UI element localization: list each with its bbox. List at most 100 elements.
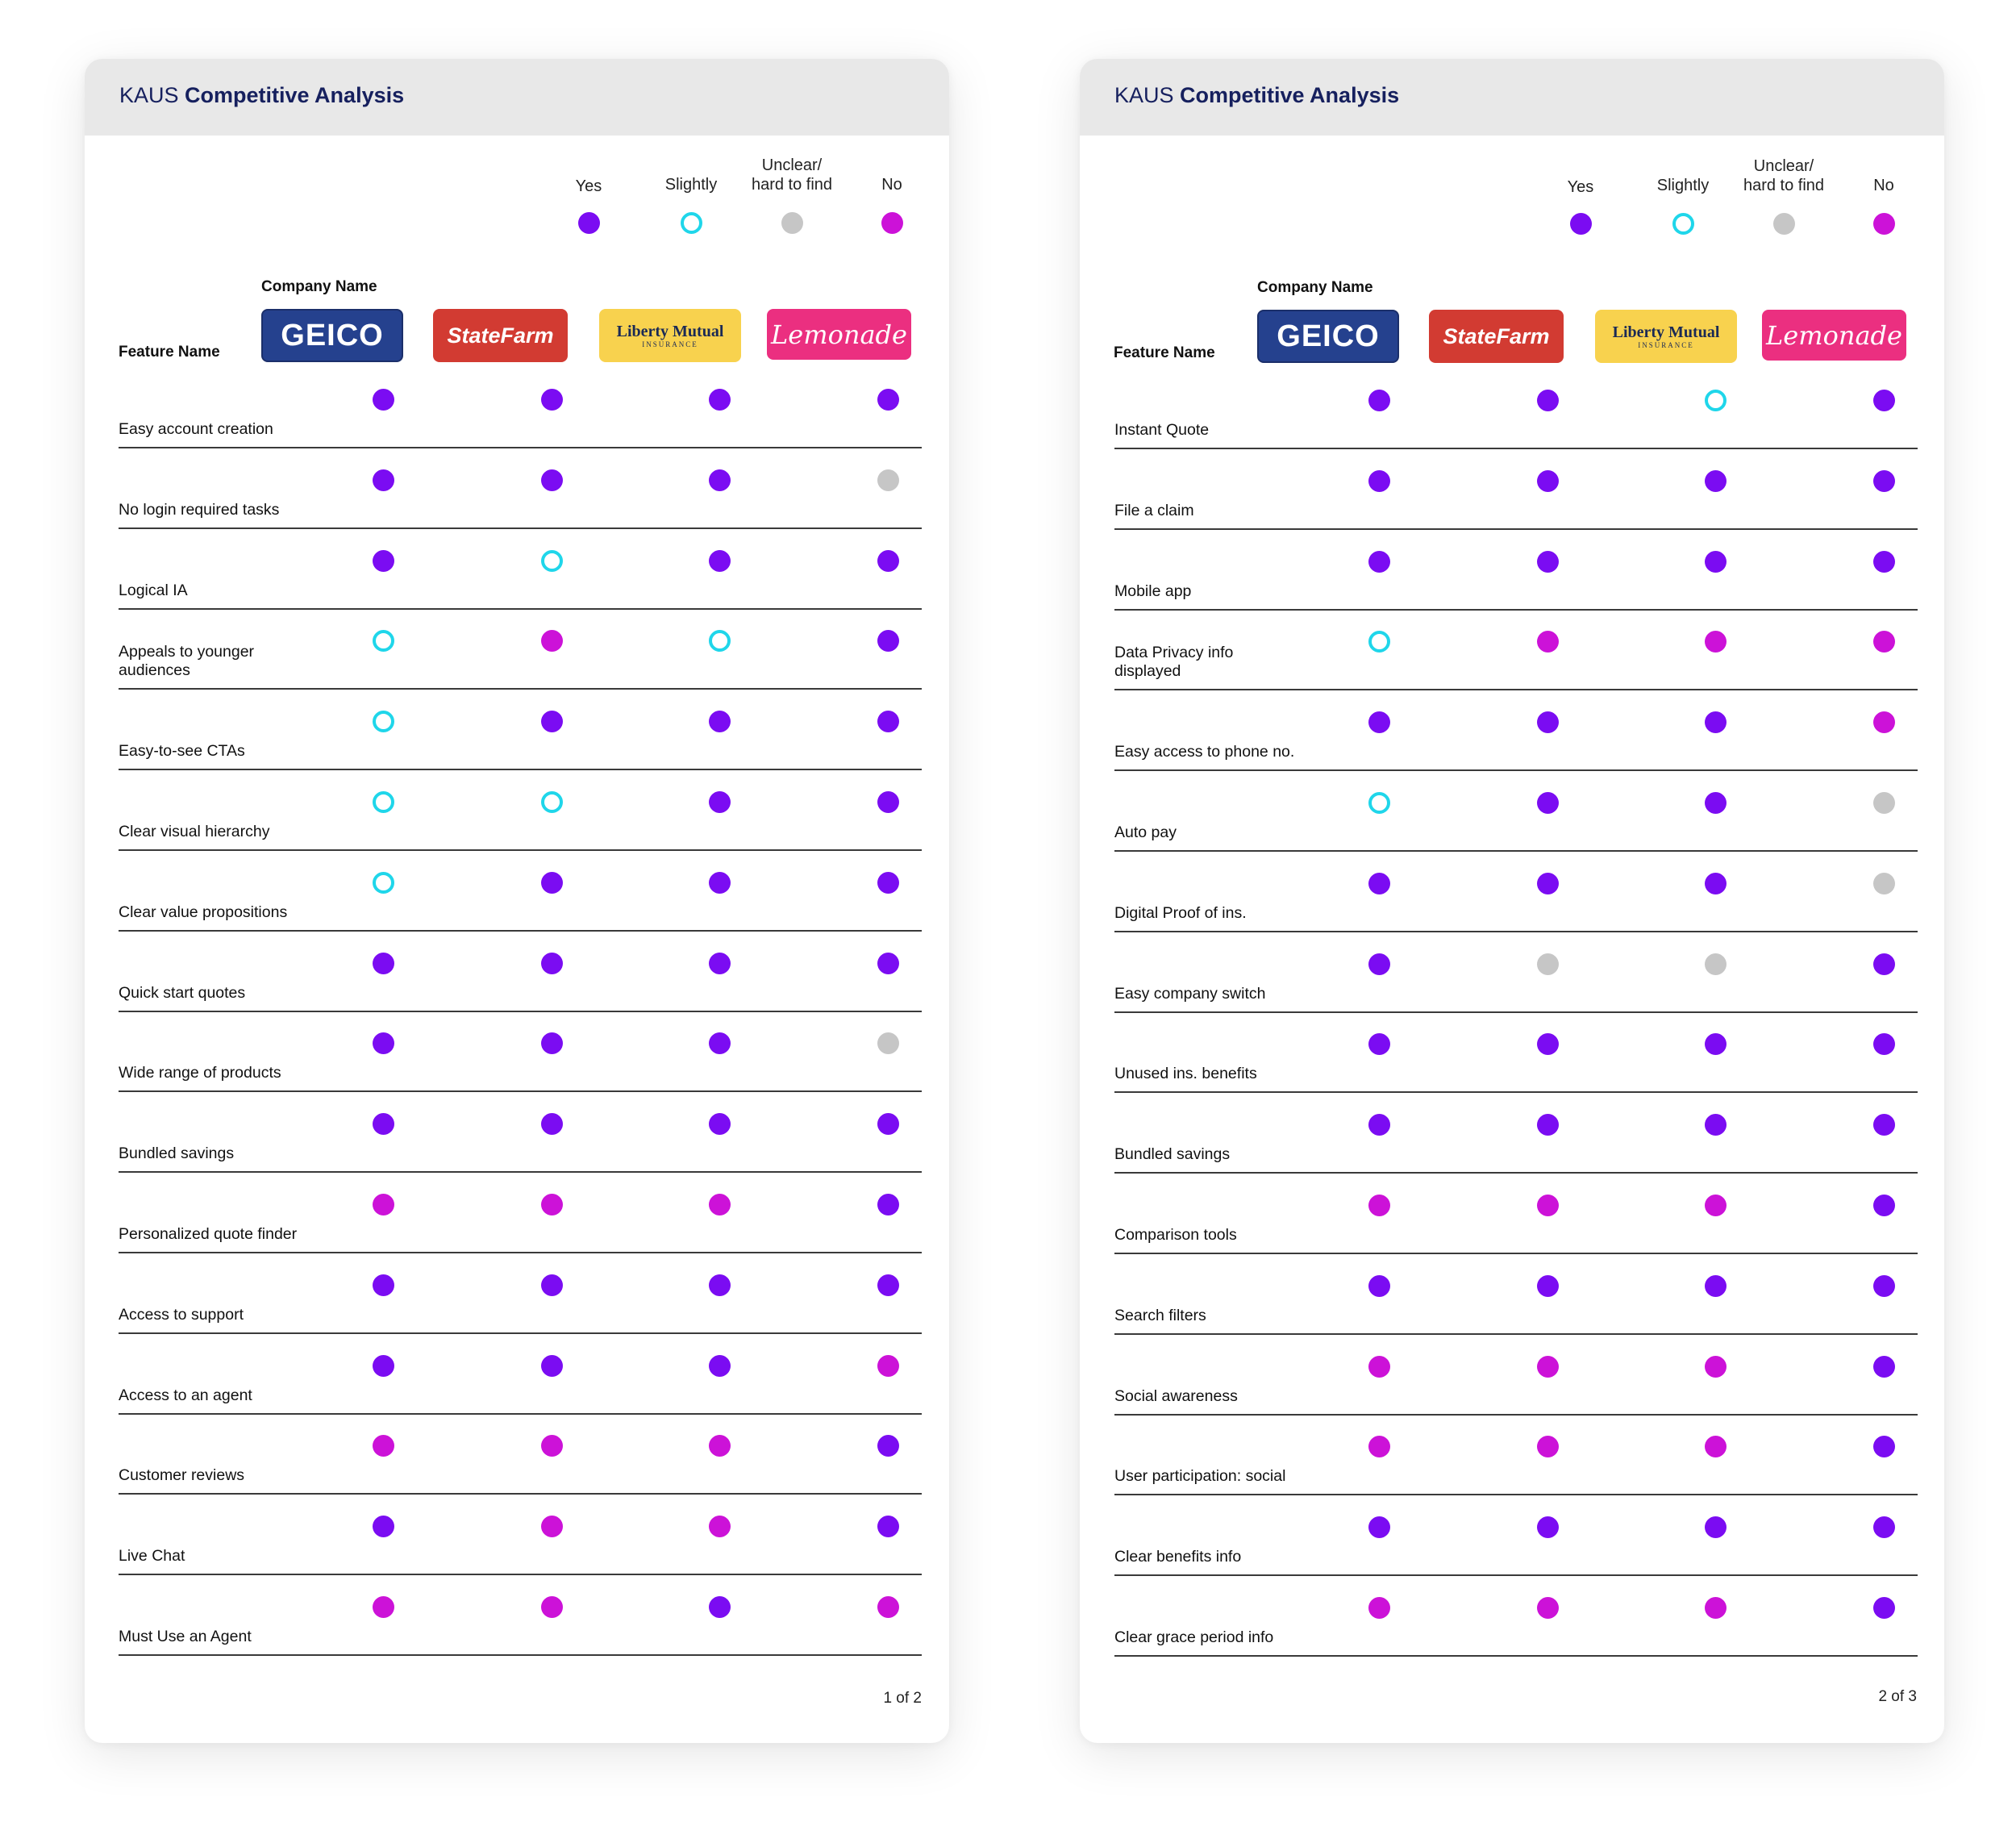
rating-dot-liberty-yes bbox=[708, 469, 731, 491]
rating-dot-statefarm-yes bbox=[1536, 1114, 1559, 1136]
rating-dot-liberty-yes bbox=[708, 1596, 731, 1618]
rating-dot-geico-no bbox=[372, 1435, 394, 1457]
company-name-header: Company Name bbox=[261, 278, 377, 295]
row-divider bbox=[119, 1332, 922, 1334]
rating-dot-statefarm-yes bbox=[1536, 1516, 1559, 1539]
table-row: Access to an agent bbox=[119, 1334, 922, 1415]
table-row: Customer reviews bbox=[119, 1414, 922, 1495]
feature-label: Easy-to-see CTAs bbox=[119, 742, 245, 761]
liberty-mutual-logo: Liberty Mutual INSURANCE bbox=[1595, 310, 1737, 363]
row-divider bbox=[119, 607, 922, 610]
table-row: Bundled savings bbox=[119, 1092, 922, 1174]
feature-label: Clear value propositions bbox=[119, 903, 288, 921]
rating-dot-lemonade-yes bbox=[877, 549, 899, 572]
rating-dot-liberty-no bbox=[1704, 1597, 1727, 1619]
rating-dot-geico-yes bbox=[1368, 1033, 1390, 1056]
rating-dot-geico-yes bbox=[372, 1274, 394, 1296]
rating-dot-geico-yes bbox=[372, 549, 394, 572]
table-row: Easy-to-see CTAs bbox=[119, 690, 922, 771]
feature-label: Clear visual hierarchy bbox=[119, 823, 270, 840]
row-divider bbox=[1114, 1655, 1918, 1657]
row-divider bbox=[119, 1171, 922, 1174]
rating-dot-lemonade-no bbox=[1872, 631, 1895, 653]
legend-unclear-label: Unclear/hard to find bbox=[751, 156, 833, 194]
rating-dot-statefarm-yes bbox=[540, 952, 563, 974]
feature-label: Personalized quote finder bbox=[119, 1225, 298, 1243]
rating-dot-geico-yes bbox=[1368, 953, 1390, 975]
feature-label: User participation: social bbox=[1114, 1467, 1286, 1486]
rating-dot-lemonade-yes bbox=[877, 1194, 899, 1215]
feature-label: Auto pay bbox=[1114, 824, 1177, 841]
rating-dot-statefarm-yes bbox=[540, 1113, 563, 1136]
rating-dot-liberty-no bbox=[1704, 631, 1727, 653]
table-row: Logical IA bbox=[119, 529, 922, 610]
feature-label: Wide range of products bbox=[119, 1064, 281, 1082]
row-divider bbox=[119, 1010, 922, 1012]
row-divider bbox=[1114, 1253, 1918, 1254]
rating-dot-lemonade-no bbox=[877, 1354, 899, 1377]
feature-label: Easy company switch bbox=[1114, 984, 1266, 1003]
rating-dot-statefarm-yes bbox=[540, 711, 563, 733]
row-divider bbox=[119, 1574, 922, 1576]
feature-label: Social awareness bbox=[1114, 1386, 1238, 1405]
row-divider bbox=[119, 929, 922, 932]
geico-logo: GEICO bbox=[261, 309, 403, 362]
title-prefix: KAUS bbox=[1114, 83, 1181, 107]
feature-label: Bundled savings bbox=[1114, 1145, 1231, 1164]
lemonade-logo: Lemonade bbox=[767, 309, 911, 360]
rating-dot-liberty-yes bbox=[1704, 550, 1727, 573]
rating-dot-lemonade-yes bbox=[1872, 1195, 1895, 1216]
feature-name-header: Feature Name bbox=[1114, 344, 1215, 361]
table-row: Must Use an Agent bbox=[119, 1575, 922, 1656]
rating-dot-liberty-yes bbox=[708, 1032, 731, 1055]
row-divider bbox=[1114, 1413, 1918, 1416]
rating-dot-statefarm-yes bbox=[1536, 1033, 1559, 1056]
legend-no-dot bbox=[1872, 213, 1895, 235]
legend-unclear-label: Unclear/hard to find bbox=[1743, 157, 1825, 194]
legend-slightly-dot bbox=[1672, 213, 1694, 235]
rating-dot-geico-yes bbox=[372, 469, 394, 491]
rating-dot-liberty-yes bbox=[708, 1354, 731, 1377]
rating-dot-geico-no bbox=[1368, 1355, 1390, 1378]
rating-dot-liberty-yes bbox=[708, 711, 731, 733]
row-divider bbox=[1114, 930, 1918, 932]
rating-dot-geico-yes bbox=[372, 389, 394, 411]
table-row: Access to support bbox=[119, 1253, 922, 1334]
rating-dot-liberty-yes bbox=[1704, 469, 1727, 492]
row-divider bbox=[1114, 769, 1918, 772]
rating-dot-geico-yes bbox=[372, 1113, 394, 1136]
rating-dot-lemonade-yes bbox=[1872, 469, 1895, 492]
row-divider bbox=[1114, 1172, 1918, 1174]
rating-dot-geico-yes bbox=[372, 1354, 394, 1377]
table-row: Easy company switch bbox=[1114, 932, 1918, 1013]
rating-dot-geico-no bbox=[1368, 1436, 1390, 1458]
rating-dot-lemonade-yes bbox=[877, 1113, 899, 1136]
rating-dot-statefarm-yes bbox=[540, 1274, 563, 1296]
rating-dot-geico-no bbox=[372, 1596, 394, 1618]
card-header: KAUS Competitive Analysis bbox=[85, 59, 949, 136]
rating-dot-geico-yes bbox=[1368, 1274, 1390, 1297]
rating-dot-liberty-yes bbox=[1704, 872, 1727, 894]
feature-label: Easy access to phone no. bbox=[1114, 743, 1295, 761]
rating-dot-lemonade-unclear bbox=[877, 1032, 899, 1055]
rating-dot-lemonade-yes bbox=[877, 871, 899, 894]
legend-no-label: No bbox=[881, 176, 902, 194]
rating-dot-lemonade-yes bbox=[1872, 1436, 1895, 1458]
rating-dot-statefarm-yes bbox=[540, 469, 563, 491]
analysis-card-page-2: KAUS Competitive Analysis Yes Slightly U… bbox=[1080, 59, 1944, 1743]
table-row: No login required tasks bbox=[119, 448, 922, 529]
rating-dot-lemonade-yes bbox=[1872, 1597, 1895, 1619]
rating-dot-lemonade-yes bbox=[1872, 1355, 1895, 1378]
rating-dot-lemonade-yes bbox=[1872, 390, 1895, 411]
legend-yes-label: Yes bbox=[1567, 178, 1594, 196]
feature-label: No login required tasks bbox=[119, 500, 280, 519]
feature-label: Search filters bbox=[1114, 1306, 1206, 1324]
rating-dot-statefarm-no bbox=[1536, 1195, 1559, 1216]
table-row: Clear grace period info bbox=[1114, 1576, 1918, 1657]
rating-dot-geico-yes bbox=[1368, 1516, 1390, 1539]
feature-label: Appeals to younger audiences bbox=[119, 643, 255, 680]
rating-dot-statefarm-yes bbox=[540, 389, 563, 411]
row-divider bbox=[1114, 1332, 1918, 1335]
table-row: User participation: social bbox=[1114, 1415, 1918, 1496]
rating-dot-liberty-yes bbox=[708, 871, 731, 894]
